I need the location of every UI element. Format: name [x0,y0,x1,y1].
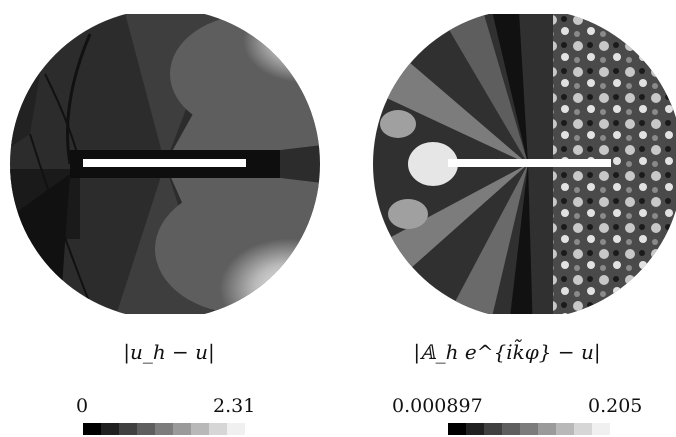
crack-slit [83,159,246,167]
left-colorbar-min: 0 [76,395,89,417]
colorbar-swatch [119,423,137,435]
crack-slit [448,159,611,167]
colorbar-swatch [227,423,245,435]
right-panel: |𝔸_h e^{ik̃φ} − u| 0.000897 0.205 [338,0,676,437]
colorbar-swatch [484,423,502,435]
left-plot-label: |u_h − u| [123,340,215,364]
colorbar-swatch [574,423,592,435]
colorbar-swatch [556,423,574,435]
left-panel: |u_h − u| 0 2.31 [10,14,320,435]
colorbar-swatch [137,423,155,435]
right-colorbar [448,423,610,435]
colorbar-swatch [502,423,520,435]
colorbar-swatch [592,423,610,435]
right-colorbar-max: 0.205 [588,395,643,417]
left-colorbar-max: 2.31 [213,395,256,417]
colorbar-swatch [520,423,538,435]
right-colorbar-min: 0.000897 [392,395,483,417]
colorbar-swatch [538,423,556,435]
colorbar-swatch [173,423,191,435]
right-plot-label: |𝔸_h e^{ik̃φ} − u| [413,340,601,364]
error-plot-right [373,14,676,314]
colorbar-swatch [466,423,484,435]
error-plot-left [10,14,320,314]
colorbar-swatch [155,423,173,435]
colorbar-swatch [83,423,101,435]
colorbar-swatch [191,423,209,435]
left-colorbar [83,423,245,435]
colorbar-swatch [209,423,227,435]
colorbar-swatch [448,423,466,435]
colorbar-swatch [101,423,119,435]
